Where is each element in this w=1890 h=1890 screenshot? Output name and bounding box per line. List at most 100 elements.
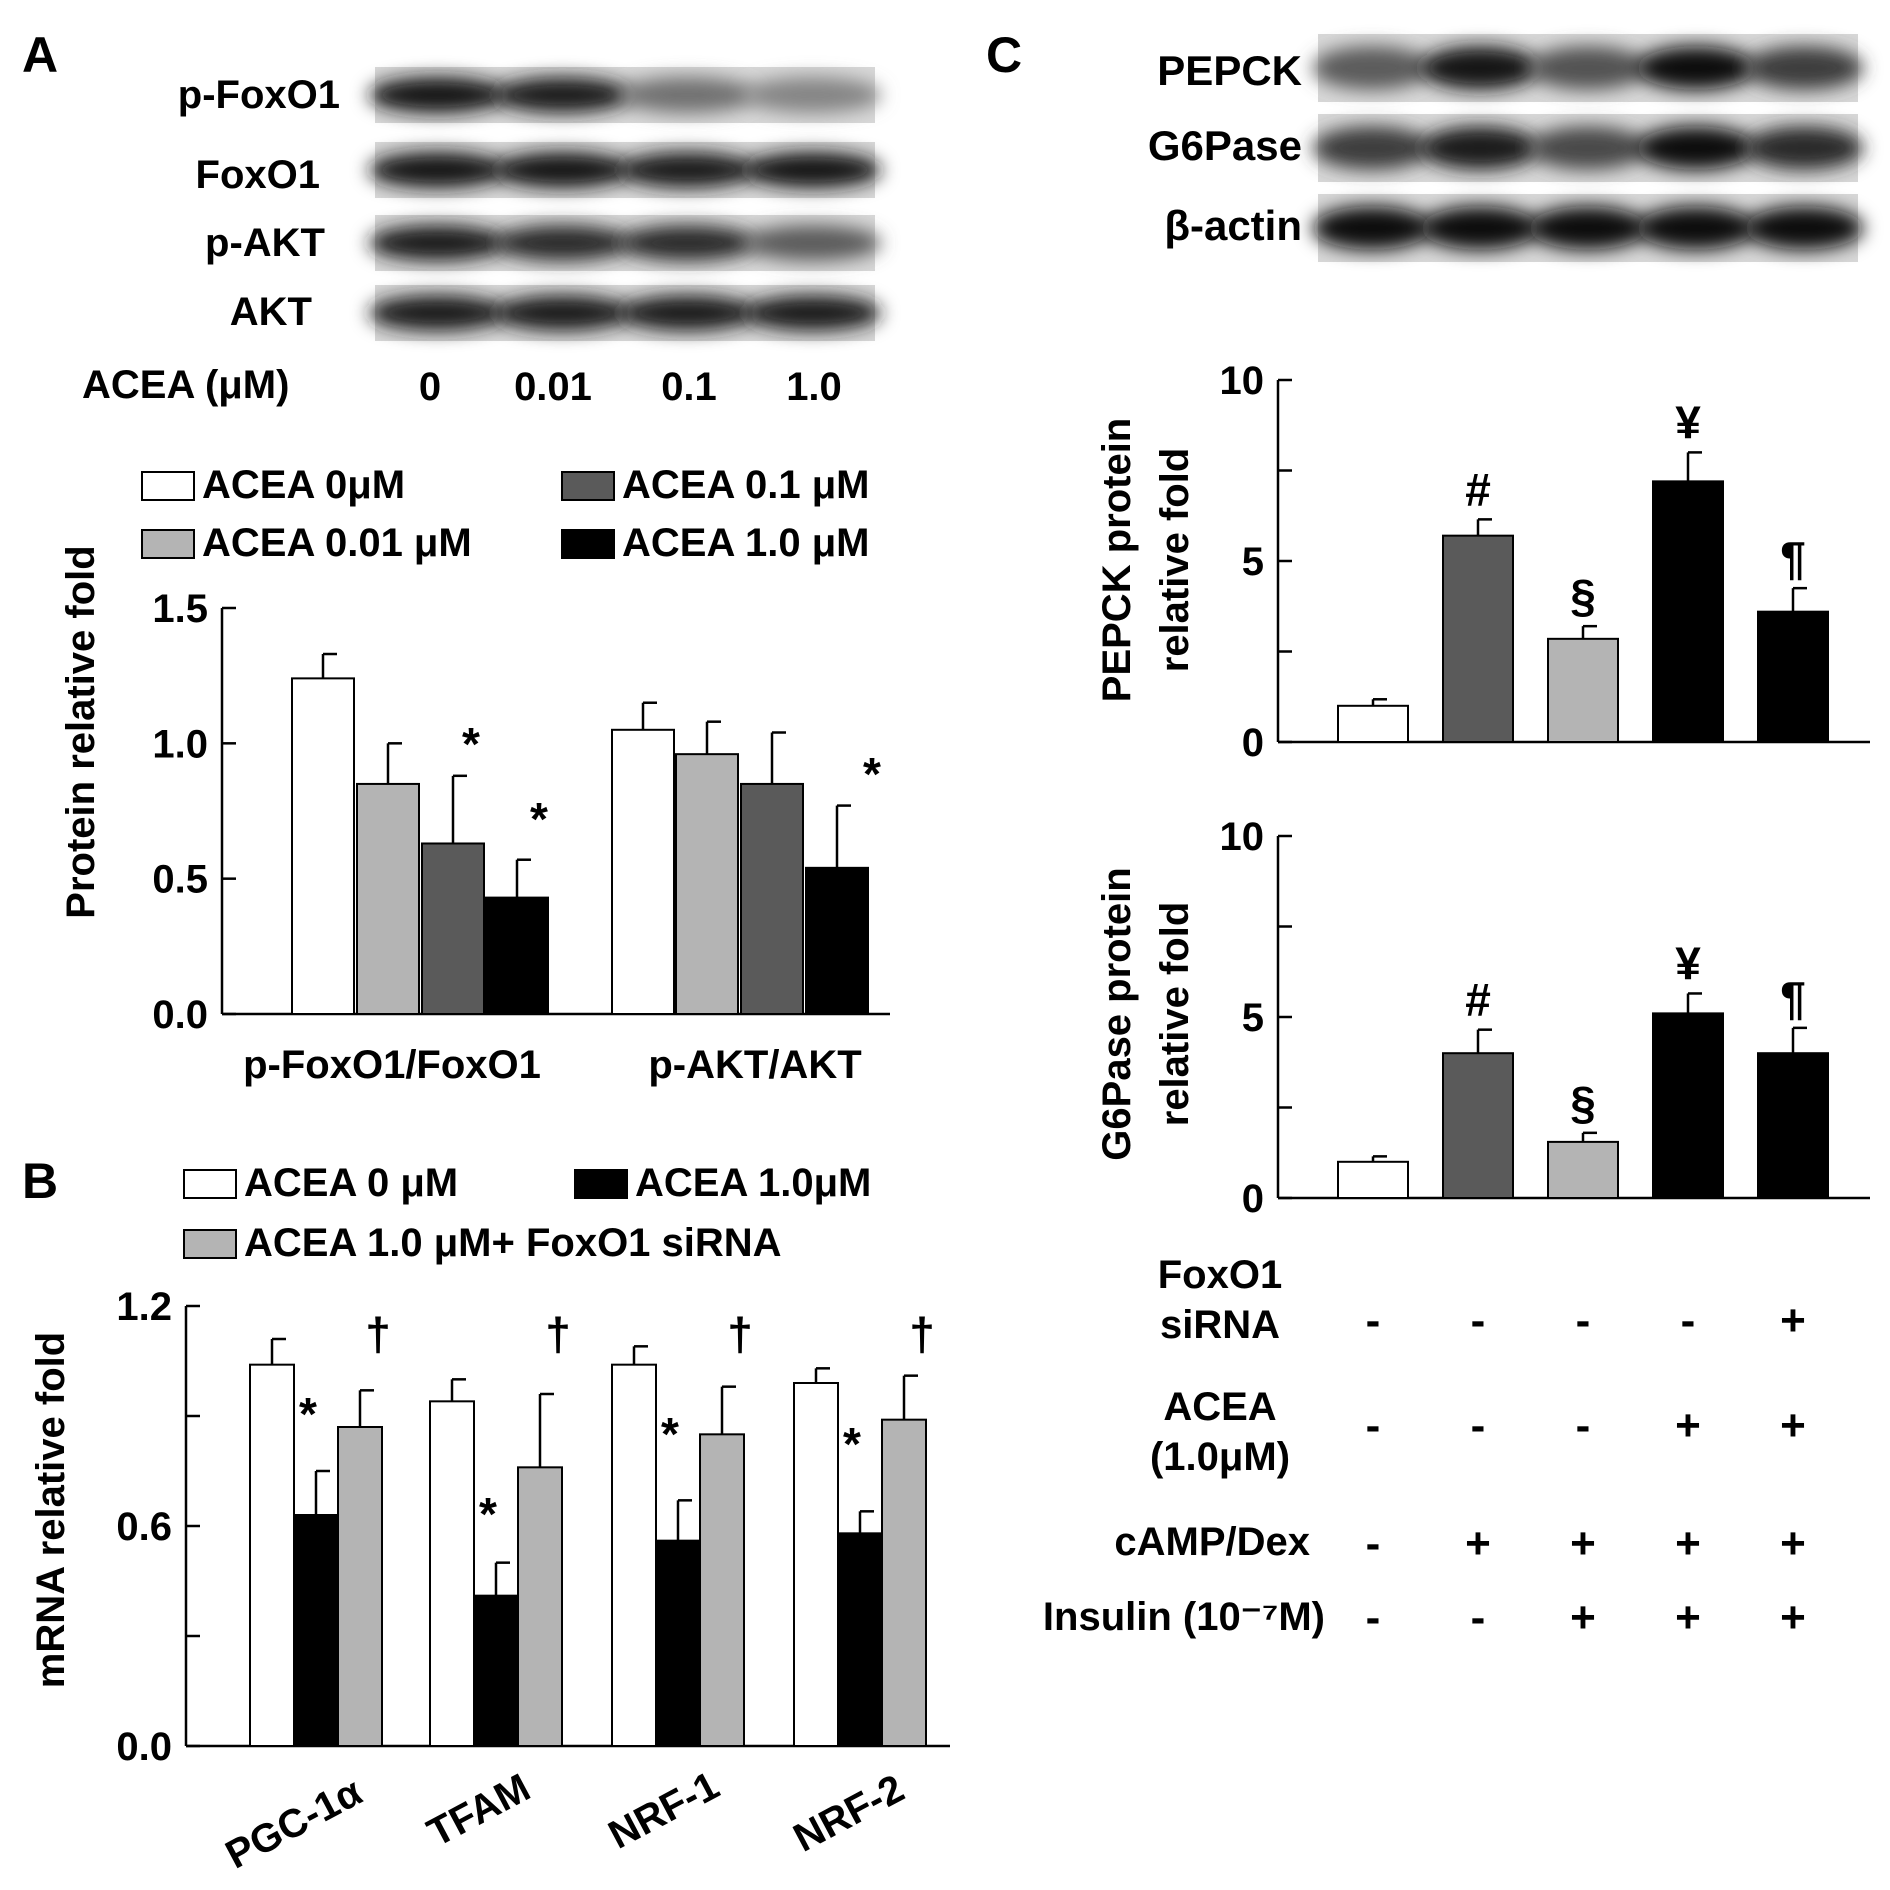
- blot-a-band-r3-l2: [618, 295, 757, 331]
- blot-a-dose-0: 0: [419, 365, 441, 409]
- chart-b-legend-swatch-0: [183, 1169, 237, 1199]
- chart-c1-mark-s0-4: ¶: [1780, 532, 1806, 584]
- chart-a-ytick-label-1: 0.5: [152, 858, 208, 902]
- chart-a-category-label-0: p-FoxO1/FoxO1: [243, 1043, 541, 1087]
- treatment-sign-r2-c4: +: [1780, 1519, 1806, 1568]
- treatment-sign-r3-c2: +: [1570, 1593, 1596, 1642]
- chart-b-bar-s2-3: [881, 1418, 927, 1747]
- chart-b-bar-s1-0: [293, 1514, 339, 1747]
- treatment-sign-r3-c1: -: [1471, 1593, 1486, 1642]
- blot-a-dose-3: 1.0: [786, 365, 842, 409]
- chart-c2-ytick-label-2: 10: [1220, 815, 1265, 859]
- treatment-label-acea-2: (1.0μM): [1150, 1435, 1290, 1479]
- chart-c1-ytick-label-1: 5: [1242, 540, 1264, 584]
- blot-c-band-r2-l0: [1312, 206, 1432, 250]
- chart-c2-mark-s0-1: #: [1465, 974, 1491, 1026]
- chart-panel-b: mRNA relative fold 0.0 0.6 1.2 * † * † * † * † PGC-…: [29, 1161, 950, 1877]
- blot-c-band-r1-l4: [1744, 126, 1864, 170]
- blot-a-band-r2-l2: [618, 225, 757, 261]
- treatment-sign-r1-c1: -: [1471, 1401, 1486, 1450]
- chart-c2-bar-s0-3: [1652, 1012, 1724, 1199]
- treatment-sign-r3-c4: +: [1780, 1593, 1806, 1642]
- chart-c2-mark-s0-4: ¶: [1780, 972, 1806, 1024]
- blot-c-band-r0-l1: [1420, 46, 1540, 90]
- blot-c-band-r0-l4: [1744, 46, 1864, 90]
- chart-b-legend-label-2: ACEA 1.0 μM+ FoxO1 siRNA: [244, 1221, 782, 1265]
- chart-c1-ytick-label-2: 10: [1220, 359, 1265, 403]
- treatment-sign-r0-c2: -: [1576, 1296, 1591, 1345]
- blot-c-band-r2-l4: [1744, 206, 1864, 250]
- blot-a-band-r0-l0: [368, 77, 507, 113]
- chart-b-category-label-0: PGC-1α: [219, 1769, 370, 1877]
- chart-c1-bar-s0-3: [1652, 480, 1724, 743]
- treatment-sign-r0-c3: -: [1681, 1296, 1696, 1345]
- blot-a-label-pfoxo1: p-FoxO1: [178, 73, 340, 117]
- treatment-sign-r2-c1: +: [1465, 1519, 1491, 1568]
- chart-a-mark-s3-1: *: [863, 748, 881, 800]
- panel-label-b: B: [22, 1153, 58, 1209]
- chart-c1-bar-s0-2: [1547, 637, 1619, 744]
- blot-a-label-akt: AKT: [230, 290, 312, 334]
- chart-b-legend-swatch-2: [183, 1229, 237, 1259]
- treatment-sign-r2-c0: -: [1366, 1519, 1381, 1568]
- blot-c-band-r2-l3: [1636, 206, 1756, 250]
- blot-c-band-r1-l2: [1528, 126, 1648, 170]
- chart-b-mark-s1-2: *: [661, 1408, 679, 1460]
- chart-c1-mark-s0-3: ¥: [1675, 396, 1701, 448]
- blot-c-band-r1-l0: [1312, 126, 1432, 170]
- chart-a-legend-label-2: ACEA 0.1 μM: [622, 463, 869, 507]
- chart-b-bar-s2-1: [517, 1466, 563, 1748]
- treatment-sign-r0-c0: -: [1366, 1296, 1381, 1345]
- western-blot-a: p-FoxO1 FoxO1 p-AKT AKT ACEA (μM) 0 0.01…: [82, 67, 882, 409]
- chart-b-mark-s2-2: †: [727, 1308, 753, 1360]
- chart-a-legend-swatch-0: [141, 471, 195, 501]
- western-blot-c: PEPCK G6Pase β-actin: [1148, 34, 1864, 262]
- chart-b-category-label-2: NRF-1: [602, 1763, 727, 1857]
- chart-b-mark-s2-3: †: [909, 1308, 935, 1360]
- blot-a-band-r1-l2: [618, 152, 757, 188]
- chart-a-bar-s3-0: [485, 896, 549, 1016]
- chart-b-bar-s1-3: [837, 1532, 883, 1748]
- chart-a-legend-swatch-1: [141, 529, 195, 559]
- blot-c-label-beta-actin: β-actin: [1164, 202, 1302, 249]
- chart-a-ylabel: Protein relative fold: [59, 545, 103, 918]
- chart-panel-a: Protein relative fold 0.0 0.5 1.0 1.5 * * * p-F…: [59, 463, 890, 1087]
- chart-b-bar-s0-3: [793, 1382, 839, 1747]
- chart-b-ytick-label-1: 0.6: [116, 1505, 172, 1549]
- chart-a-ytick-label-2: 1.0: [152, 722, 208, 766]
- blot-a-label-pakt: p-AKT: [205, 221, 325, 265]
- chart-a-bar-s0-0: [291, 677, 355, 1016]
- blot-a-band-r2-l1: [493, 225, 632, 261]
- chart-a-mark-s3-0: *: [530, 793, 548, 845]
- treatment-sign-r1-c4: +: [1780, 1401, 1806, 1450]
- chart-a-mark-s2-0: *: [462, 718, 480, 770]
- chart-b-bar-s1-2: [655, 1539, 701, 1747]
- blot-c-band-r0-l3: [1636, 46, 1756, 90]
- blot-a-band-r1-l3: [743, 152, 882, 188]
- treatment-sign-r1-c3: +: [1675, 1401, 1701, 1450]
- chart-a-ytick-label-0: 0.0: [152, 993, 208, 1037]
- treatment-label-insulin: Insulin (10⁻⁷M): [1043, 1595, 1325, 1639]
- chart-a-legend-swatch-3: [561, 529, 615, 559]
- blot-c-band-r2-l2: [1528, 206, 1648, 250]
- blot-a-band-r1-l1: [493, 152, 632, 188]
- chart-b-mark-s1-1: *: [479, 1488, 497, 1540]
- panel-label-c: C: [986, 27, 1022, 83]
- chart-c2-mark-s0-3: ¥: [1675, 937, 1701, 989]
- blot-a-band-r3-l3: [743, 295, 882, 331]
- chart-a-bar-s2-1: [740, 782, 804, 1016]
- blot-a-band-r0-l2: [618, 77, 757, 113]
- blot-a-band-r2-l0: [368, 225, 507, 261]
- blot-a-band-r0-l3: [743, 77, 882, 113]
- chart-c2-bar-s0-2: [1547, 1140, 1619, 1200]
- treatment-label-acea-1: ACEA: [1163, 1385, 1276, 1429]
- chart-b-bar-s0-0: [249, 1363, 295, 1747]
- chart-panel-c-g6pase: G6Pase protein relative fold 0 5 10 # § ¥ ¶: [1095, 815, 1870, 1221]
- chart-c2-ylabel-line1: G6Pase protein: [1095, 867, 1139, 1160]
- chart-a-category-label-1: p-AKT/AKT: [648, 1043, 861, 1087]
- treatment-sign-r1-c0: -: [1366, 1401, 1381, 1450]
- chart-c2-mark-s0-2: §: [1570, 1077, 1596, 1129]
- chart-c2-ylabel-line2: relative fold: [1153, 902, 1197, 1127]
- chart-b-mark-s2-0: †: [365, 1308, 391, 1360]
